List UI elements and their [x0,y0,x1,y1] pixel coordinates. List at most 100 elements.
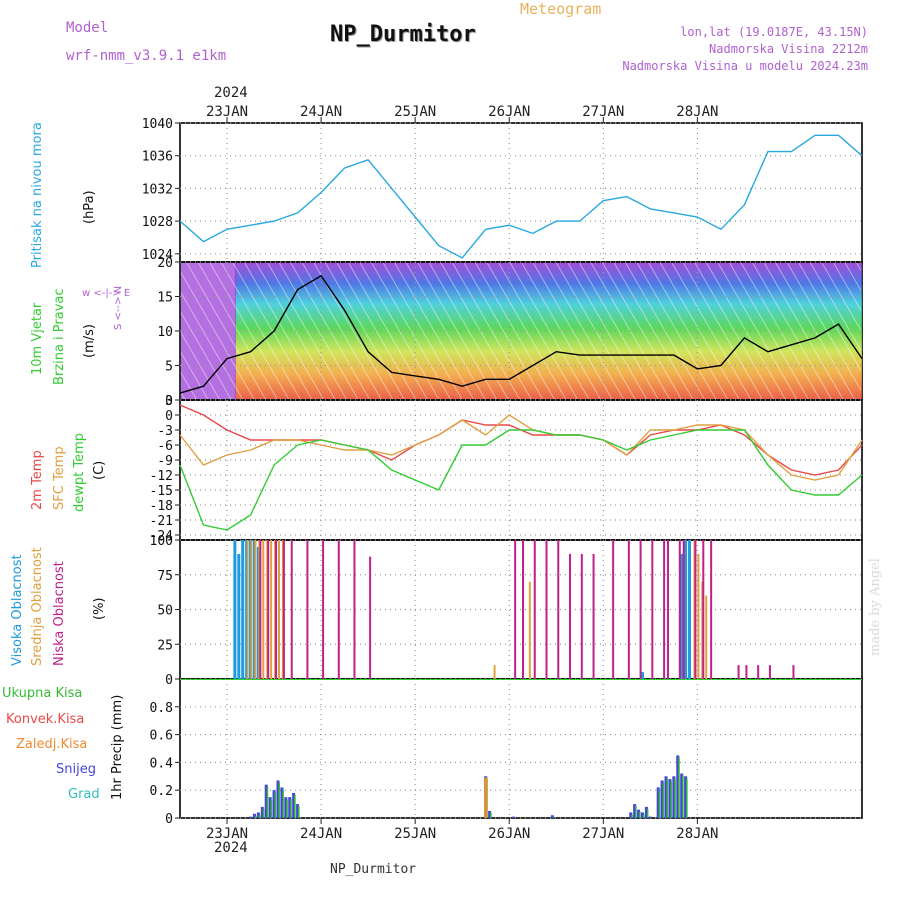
cloud-bar [663,540,666,679]
precip-label-total: Ukupna Kisa [2,686,83,701]
y-tick-label: 15 [157,291,173,306]
day-label-top: 24JAN [300,104,342,120]
cloud-unit: (%) [92,597,107,621]
cloud-bar [514,540,517,679]
precip-unit: 1hr Precip (mm) [110,694,125,800]
precip-bar-total [278,782,280,818]
cloud-bar [592,553,595,679]
cloud-bar [262,540,265,679]
precip-bar-total [686,778,688,818]
chart-subtitle: Meteogram [520,0,602,18]
precip-bar [276,780,280,818]
y-tick-label: 0 [165,394,173,409]
y-tick-label: 1036 [142,150,173,165]
y-tick-label: -18 [150,499,173,514]
cloud-bar [322,540,325,679]
cloud-bar [639,540,642,679]
day-label-bottom: 24JAN [300,826,342,842]
precip-bar-total [262,808,265,818]
panel-frame-0 [179,122,863,263]
temp-label-dewpt: dewpt Temp [72,432,87,512]
precip-bar-total [266,786,269,818]
cloud-label-low: Niska Oblacnost [52,561,67,666]
temp-line-2 [179,429,863,531]
precip-bar-total [631,814,633,818]
y-tick-label: -24 [150,529,174,544]
cloud-bar [684,540,688,679]
y-tick-label: 0 [165,673,173,688]
cloud-bar [369,556,372,679]
location-info: lon,lat (19.0187E, 43.15N) [680,25,868,39]
precip-bar-total [674,778,676,818]
y-tick-label: 1040 [142,117,173,132]
precip-bar [280,787,284,818]
y-tick-label: 0 [165,409,173,424]
precip-bar [637,809,641,818]
cloud-bar [757,665,760,679]
cloud-bar [667,540,670,679]
precip-bar [668,779,672,818]
wind-compass-we: w <-|-> E [82,288,131,299]
precip-bar [664,776,668,818]
day-label-top: 28JAN [676,104,718,120]
temp-line-1 [179,414,863,481]
precip-bar [268,797,272,818]
cloud-bar [270,540,273,679]
precip-bar-total [670,781,672,818]
cloud-bar [651,540,654,679]
y-tick-label: 0.4 [150,756,174,771]
precip-label-conv: Konvek.Kisa [6,712,85,727]
day-label-top: 26JAN [488,104,530,120]
cloud-bar [259,540,262,679]
pressure-label: Pritisak na nivou mora [30,122,45,268]
y-tick-label: 3 [165,394,173,409]
precip-bar-total [682,775,684,818]
day-label-top: 23JAN [206,104,248,120]
precip-bar-total [635,806,637,818]
precip-bar-total [290,799,292,818]
cloud-bar [282,540,285,679]
cloud-bar [241,540,245,679]
y-tick-label: -15 [150,484,173,499]
y-tick-label: 0 [165,812,173,827]
wind-speed-line [179,274,863,394]
y-tick-label: 75 [157,569,173,584]
precip-bar [684,776,688,818]
precip-bar-total [666,778,669,818]
precip-bar [680,773,684,818]
precip-label-graupel: Grad [68,787,100,802]
model-name: wrf-nmm_v3.9.1 e1km [66,48,227,64]
precip-bar-total [274,792,277,818]
cloud-bar [337,540,340,679]
cloud-bar [306,540,309,679]
precip-bar [296,804,300,818]
y-tick-label: -6 [157,439,173,454]
cloud-bar [612,540,615,679]
precip-bar [676,755,680,818]
cloud-bar [246,540,249,679]
y-tick-label: 25 [157,638,173,653]
panel-frame-2 [179,399,863,541]
cloud-bar [275,540,278,679]
precip-bar [284,797,288,818]
precip-bar [656,787,660,818]
day-label-top: 25JAN [394,104,436,120]
y-tick-label: -21 [150,514,173,529]
y-tick-label: 100 [150,534,173,549]
cloud-bar [250,540,253,679]
cloud-label-mid: Srednja Oblacnost [30,547,45,666]
cloud-bar [580,553,583,679]
cloud-bar [710,540,713,679]
precip-bar [252,813,256,818]
precip-bar [264,784,268,818]
cloud-bar [745,665,748,679]
precip-bar [288,797,292,818]
temp-unit: (C) [92,460,107,480]
cloud-bar [688,540,692,679]
precip-bar [249,816,253,818]
precip-bar-total [662,782,665,818]
precip-bar [641,812,645,818]
y-tick-label: -3 [157,424,173,439]
precip-bar [484,777,488,818]
